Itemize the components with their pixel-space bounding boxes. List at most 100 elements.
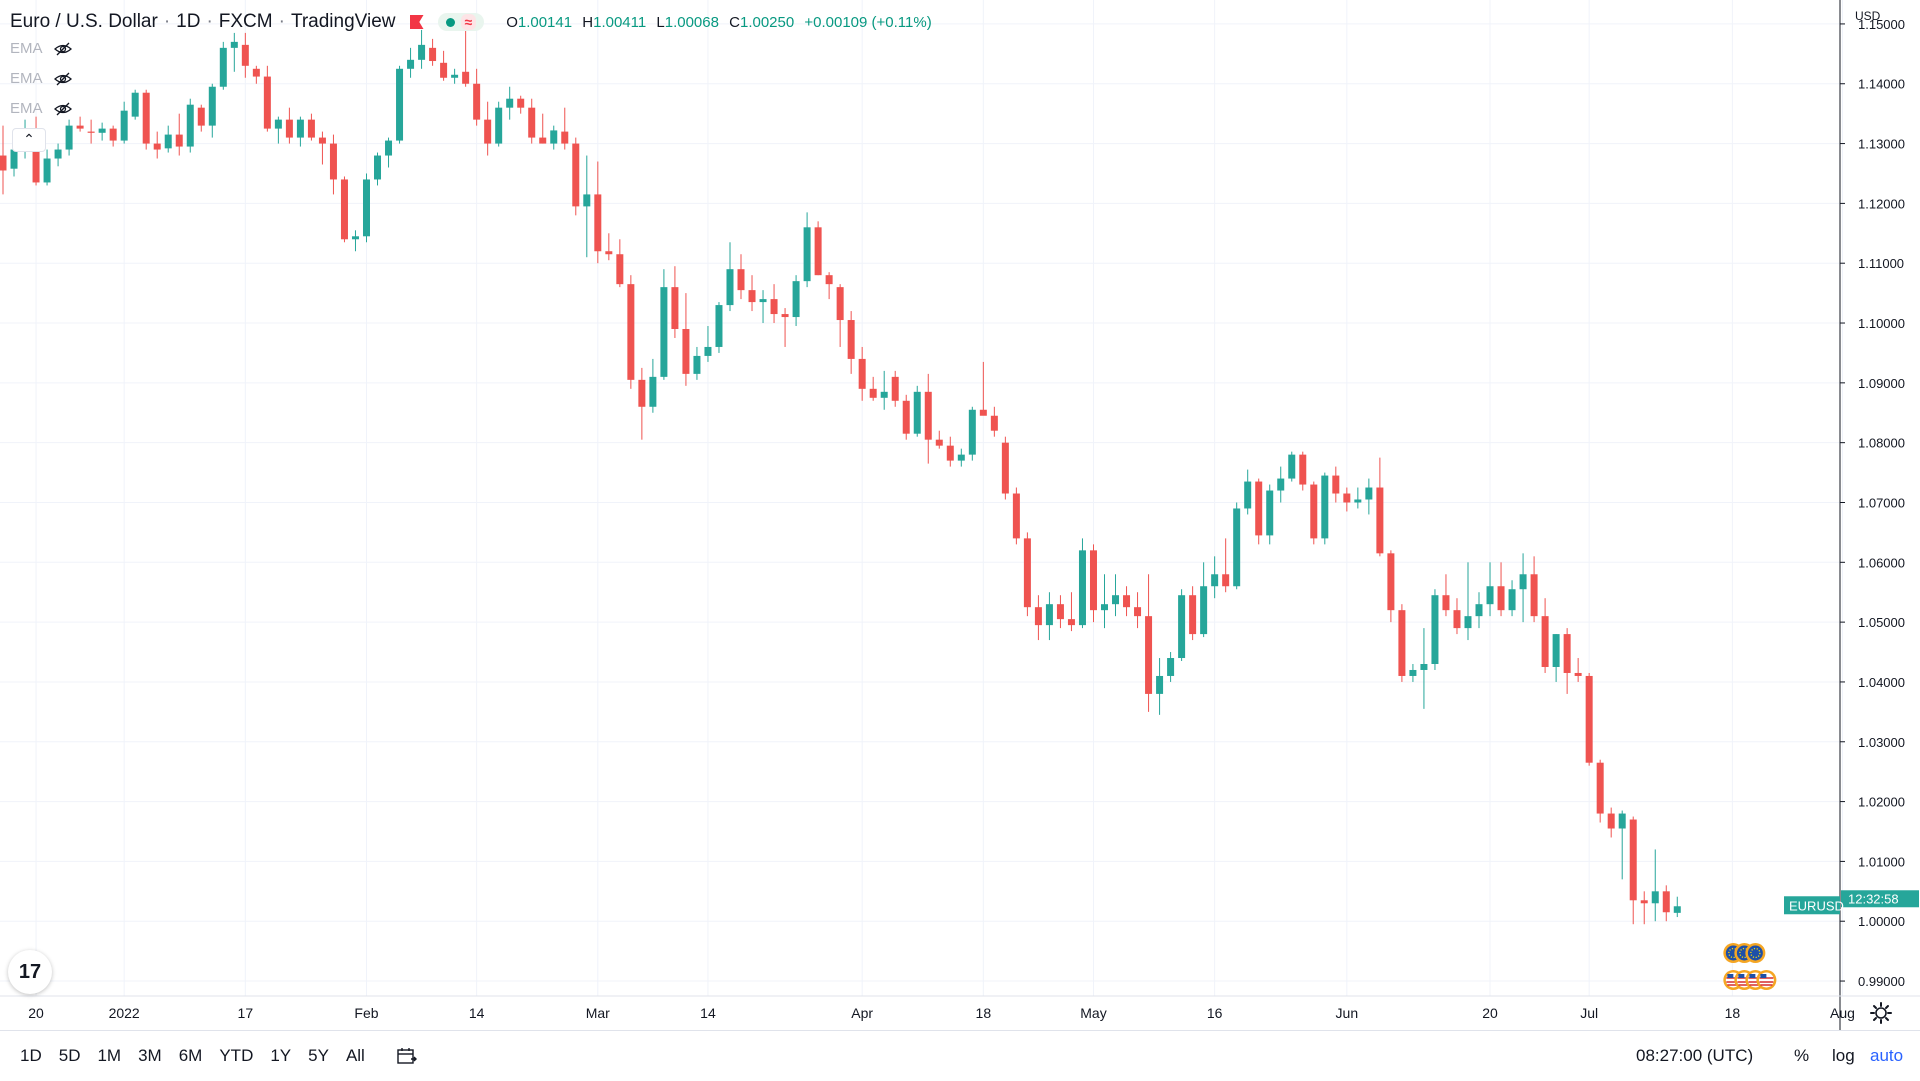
high-label: H (582, 13, 594, 31)
close-label: C (729, 13, 740, 31)
candle-body (451, 74, 459, 78)
candle-body (1376, 487, 1384, 554)
candle-body (572, 143, 580, 207)
candle-body (98, 128, 106, 133)
candle-body (43, 158, 51, 183)
candle-body (1354, 499, 1362, 503)
candle-body (274, 119, 282, 129)
candle-body (704, 346, 712, 356)
candle-body (1640, 900, 1648, 904)
candle-body (1486, 586, 1494, 605)
timeframe-3m[interactable]: 3M (138, 1046, 162, 1065)
candle-body (1398, 610, 1406, 676)
timeframe-5d[interactable]: 5D (58, 1046, 81, 1065)
log-scale-toggle[interactable]: log (1832, 1046, 1855, 1065)
timeframe-1y[interactable]: 1Y (270, 1046, 292, 1065)
candle-body (880, 391, 888, 398)
candle-body (208, 86, 216, 126)
timeframe-1d[interactable]: 1D (20, 1046, 42, 1065)
eu-flag-event-icon (1745, 943, 1766, 963)
candle-body (1178, 595, 1186, 659)
candle-body (792, 281, 800, 318)
interval-label[interactable]: 1D (176, 11, 201, 32)
candle-body (1508, 589, 1516, 611)
candle-body (1420, 664, 1428, 670)
candle-body (318, 137, 326, 144)
candle-body (539, 137, 547, 144)
candle-body (913, 391, 921, 434)
wave-icon: ≈ (460, 14, 477, 30)
candle-body (1200, 586, 1208, 635)
market-status-pill[interactable]: ≈ (437, 13, 485, 31)
currency-label: USD (1855, 9, 1881, 23)
symbol-name[interactable]: Euro / U.S. Dollar (10, 11, 158, 32)
clock-readout[interactable]: 08:27:00 (UTC) (1636, 1046, 1754, 1065)
candle-body (241, 44, 249, 66)
candle-body (1321, 475, 1329, 539)
candle-body (1023, 538, 1031, 608)
timeframe-ytd[interactable]: YTD (219, 1046, 254, 1065)
candle-body (263, 76, 271, 129)
countdown-badge (1841, 890, 1919, 908)
candle-body (1244, 481, 1252, 509)
time-tick-label: 2022 (109, 1005, 140, 1021)
candle-body (737, 269, 745, 291)
eye-hidden-icon[interactable] (53, 101, 73, 117)
candle-body (715, 305, 723, 347)
candle-body (627, 284, 635, 380)
indicator-ema-1[interactable]: EMA (10, 40, 73, 57)
candle-body (1497, 586, 1505, 611)
timeframe-1m[interactable]: 1M (97, 1046, 122, 1065)
timeframe-all[interactable]: All (345, 1046, 365, 1065)
candle-body (462, 71, 470, 84)
event-marker-fill (1747, 945, 1763, 961)
candle-body (340, 179, 348, 240)
settings-gear-icon[interactable] (1868, 1000, 1894, 1026)
close-value: 1.00250 (739, 13, 795, 31)
flag-icon[interactable] (409, 15, 424, 29)
candle-body (396, 68, 404, 141)
timeframe-5y[interactable]: 5Y (308, 1046, 329, 1065)
low-value: 1.00068 (664, 13, 719, 31)
eye-hidden-icon[interactable] (53, 41, 73, 57)
candle-body (1673, 906, 1681, 913)
candle-body (902, 400, 910, 434)
candle-body (847, 320, 855, 359)
candle-body (1585, 675, 1593, 763)
auto-scale-toggle[interactable]: auto (1870, 1046, 1904, 1065)
candle-body (495, 107, 503, 144)
price-tick-label: 1.05000 (1858, 615, 1905, 630)
candle-body (924, 391, 932, 440)
indicator-ema-2[interactable]: EMA (10, 70, 73, 87)
low-label: L (656, 13, 665, 31)
event-marker-stars (1750, 947, 1761, 959)
candle-body (351, 236, 359, 240)
price-tick-label: 1.12000 (1858, 196, 1905, 211)
candle-body (197, 107, 205, 126)
candle-body (1156, 675, 1164, 694)
timeframe-6m[interactable]: 6M (178, 1046, 203, 1065)
tradingview-logo[interactable]: 17 (8, 950, 52, 994)
candle-body (54, 149, 62, 159)
time-tick-label: 17 (238, 1005, 254, 1021)
candle-body (935, 439, 943, 446)
candle-body (957, 454, 965, 461)
candle-body (1189, 595, 1197, 635)
candle-body (65, 125, 73, 150)
price-tick-label: 1.00000 (1858, 914, 1905, 929)
collapse-indicators-button[interactable]: ⌃ (12, 128, 46, 152)
indicator-ema-3[interactable]: EMA (10, 100, 73, 117)
candle-body (76, 125, 84, 129)
percent-scale-toggle[interactable]: % (1794, 1046, 1810, 1065)
bottom-toolbar: 1D 5D 1M 3M 6M YTD 1Y 5Y All 08:27:00 (U… (0, 1030, 1920, 1081)
eye-hidden-icon[interactable] (53, 71, 73, 87)
candle-body (968, 409, 976, 455)
calendar-range-icon[interactable] (397, 1047, 417, 1065)
candle-body (1574, 672, 1582, 676)
candle-body (1387, 553, 1395, 611)
price-tick-label: 1.13000 (1858, 137, 1905, 152)
candle-body (616, 254, 624, 285)
candle-body (990, 415, 998, 431)
